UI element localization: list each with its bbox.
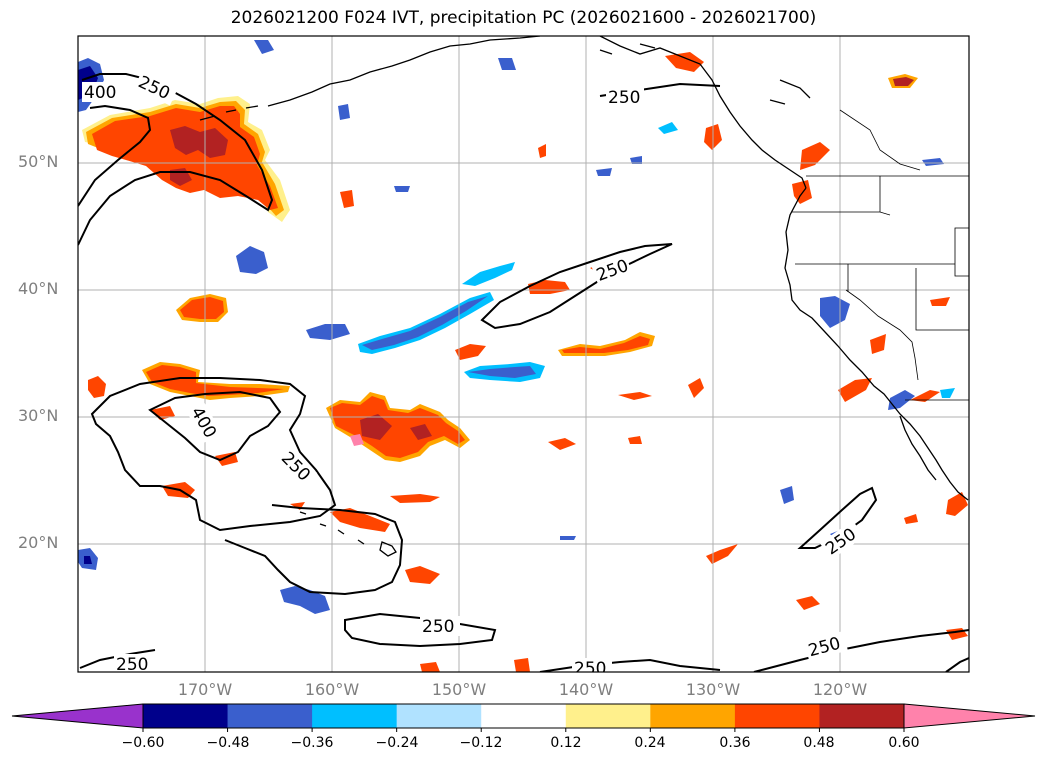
colorbar-tick-label: 0.24 [634,735,666,751]
contour-label: 250 [608,88,640,108]
colorbar-tick-label: −0.24 [375,735,419,751]
colorbar-swatch [819,704,905,728]
colorbar-swatches [143,704,905,728]
colorbar-swatch [481,704,567,728]
colorbar-swatch [227,704,313,728]
colorbar-swatch [650,704,736,728]
colorbar-swatch [396,704,482,728]
colorbar-tick-label: −0.60 [121,735,165,751]
colorbar-swatch [312,704,398,728]
lon-label-170w: 170°W [177,680,233,699]
map-title: 2026021200 F024 IVT, precipitation PC (2… [230,8,817,28]
colorbar-swatch [734,704,820,728]
map-plot-area: 400 250 250 250 400 250 250 250 250 250 … [78,36,969,679]
colorbar-max-arrow [903,703,1036,729]
lat-label-20n: 20°N [18,533,59,552]
colorbar-swatch [565,704,651,728]
contour-label: 250 [574,659,606,679]
lat-label-50n: 50°N [18,152,59,171]
lon-label-160w: 160°W [304,680,360,699]
contour-label: 400 [84,83,116,103]
colorbar-tick-label: 0.48 [803,735,835,751]
colorbar-frame [142,703,905,729]
colorbar-tick-label: −0.36 [290,735,334,751]
contour-label: 250 [116,655,148,675]
lon-label-120w: 120°W [812,680,868,699]
lon-label-140w: 140°W [558,680,614,699]
lon-label-150w: 150°W [431,680,487,699]
lat-label-40n: 40°N [18,279,59,298]
colorbar-swatch [143,704,229,728]
colorbar-tick-label: −0.12 [459,735,503,751]
colorbar [11,703,1036,732]
colorbar-ticks [142,728,905,732]
lon-label-130w: 130°W [685,680,741,699]
precip-positive-patches [82,52,968,672]
state-borders [792,109,969,401]
colorbar-min-arrow [11,703,144,729]
colorbar-tick-label: 0.36 [719,735,751,751]
contour-label: 250 [422,617,454,637]
plot-frame [77,35,970,673]
lat-label-30n: 30°N [18,406,59,425]
coastlines [199,36,969,557]
colorbar-tick-label: 0.12 [550,735,582,751]
colorbar-tick-label: −0.48 [206,735,250,751]
colorbar-tick-label: 0.60 [888,735,920,751]
